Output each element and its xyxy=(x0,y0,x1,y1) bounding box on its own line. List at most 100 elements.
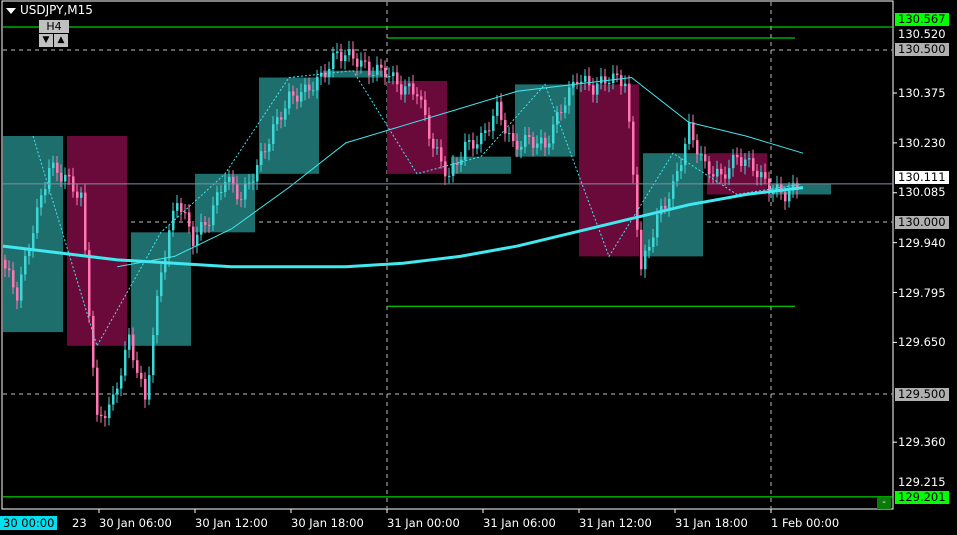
candle-body xyxy=(768,178,771,194)
candle-body xyxy=(656,214,659,238)
candle-body xyxy=(644,250,647,270)
candle-body xyxy=(664,205,667,209)
candle-body xyxy=(528,135,531,138)
candle-body xyxy=(344,55,347,62)
candle-body xyxy=(76,191,79,198)
candle-body xyxy=(228,176,231,182)
candle-body xyxy=(616,73,619,76)
candle-body xyxy=(708,161,711,175)
candle-body xyxy=(444,161,447,177)
candle-body xyxy=(476,144,479,149)
candle-body xyxy=(12,270,15,288)
candle-body xyxy=(176,203,179,211)
price-tick-label: 129.215 xyxy=(898,475,946,489)
candle-body xyxy=(260,151,263,166)
candle-body xyxy=(408,83,411,87)
low-level-button[interactable]: - xyxy=(877,497,891,509)
candle-body xyxy=(700,154,703,156)
candle-body xyxy=(604,76,607,84)
candle-body xyxy=(460,159,463,165)
candle-body xyxy=(304,84,307,93)
candle-body xyxy=(340,51,343,62)
candle-body xyxy=(136,360,139,373)
candle-body xyxy=(788,190,791,202)
candle-body xyxy=(436,147,439,149)
candle-body xyxy=(296,95,299,102)
candle-body xyxy=(124,349,127,376)
candle-body xyxy=(520,146,523,150)
candle-body xyxy=(168,230,171,259)
candle-body xyxy=(156,296,159,336)
candle-body xyxy=(188,212,191,227)
candle-body xyxy=(68,174,71,177)
timeframe-down-button[interactable]: ▼ xyxy=(39,34,53,47)
dropdown-triangle-icon[interactable] xyxy=(6,7,16,14)
candle-body xyxy=(212,205,215,226)
candle-body xyxy=(620,75,623,87)
candle-body xyxy=(380,64,383,68)
candle-body xyxy=(432,138,435,149)
candle-body xyxy=(392,72,395,77)
candle-body xyxy=(56,162,59,173)
candle-body xyxy=(728,168,731,179)
candle-body xyxy=(388,76,391,78)
current-price-label: 130.111 xyxy=(895,171,949,184)
candle-body xyxy=(456,163,459,165)
time-tick-label: 31 Jan 06:00 xyxy=(483,516,556,530)
candle-body xyxy=(668,198,671,209)
candle-body xyxy=(428,115,431,139)
candle-body xyxy=(744,159,747,166)
timeframe-overlay-label[interactable]: H4 xyxy=(39,20,69,33)
candle-body xyxy=(92,315,95,368)
candle-body xyxy=(472,140,475,149)
candle-body xyxy=(264,151,267,153)
candle-body xyxy=(16,287,19,301)
candle-body xyxy=(420,96,423,100)
time-tick-label: 31 Jan 12:00 xyxy=(579,516,652,530)
candle-body xyxy=(256,165,259,182)
candle-body xyxy=(364,60,367,62)
candle-body xyxy=(512,133,515,142)
candle-body xyxy=(272,124,275,144)
candle-body xyxy=(692,122,695,141)
candle-body xyxy=(232,176,235,185)
price-tick-label: 130.230 xyxy=(898,136,946,150)
candle-body xyxy=(140,372,143,379)
candle-body xyxy=(780,184,783,193)
candle-body xyxy=(424,99,427,116)
candle-body xyxy=(84,192,87,251)
h4-candle-box xyxy=(451,156,511,174)
time-tick-label: 31 Jan 00:00 xyxy=(387,516,460,530)
price-tick-label: 130.375 xyxy=(898,86,946,100)
candle-body xyxy=(40,195,43,208)
candle-body xyxy=(336,51,339,54)
candle-body xyxy=(412,83,415,95)
candle-body xyxy=(576,81,579,84)
candle-body xyxy=(96,367,99,415)
round-price-label: 130.500 xyxy=(895,43,949,56)
candle-body xyxy=(612,73,615,83)
candle-body xyxy=(348,49,351,56)
candle-body xyxy=(492,115,495,131)
candle-body xyxy=(324,72,327,77)
price-tick-label: 129.795 xyxy=(898,286,946,300)
candle-body xyxy=(312,90,315,92)
candle-body xyxy=(152,335,155,376)
round-price-label: 130.000 xyxy=(895,216,949,229)
candle-body xyxy=(216,192,219,206)
candle-body xyxy=(640,229,643,270)
timeframe-up-button[interactable]: ▲ xyxy=(54,34,68,47)
candle-body xyxy=(32,233,35,251)
candle-body xyxy=(120,375,123,389)
candle-body xyxy=(452,163,455,176)
candle-body xyxy=(396,72,399,85)
candle-body xyxy=(60,172,63,182)
high-price-label: 130.567 xyxy=(895,13,949,26)
candle-body xyxy=(540,137,543,144)
candle-body xyxy=(732,154,735,169)
candle-body xyxy=(368,61,371,76)
candle-body xyxy=(716,168,719,177)
candle-body xyxy=(356,58,359,67)
